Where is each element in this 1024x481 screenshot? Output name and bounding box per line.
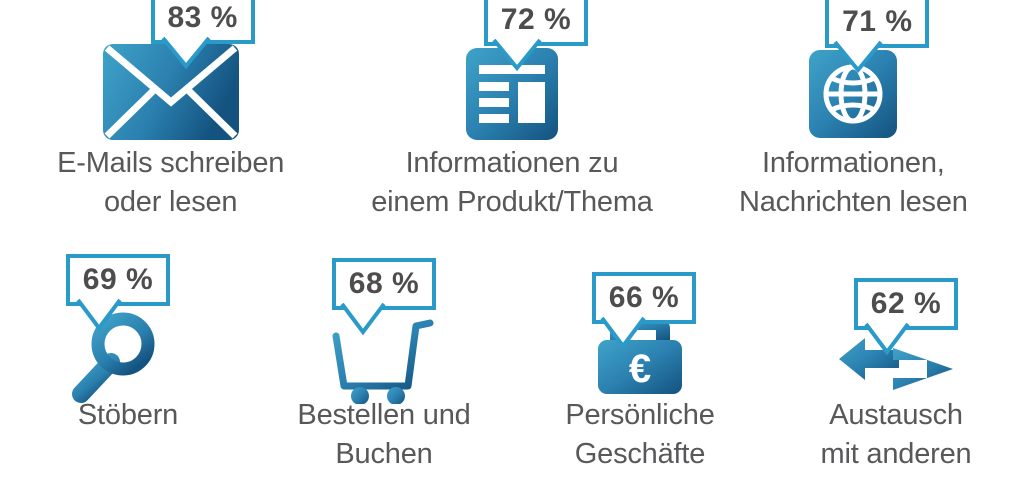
value-label-money: 66 % <box>608 281 680 314</box>
svg-text:€: € <box>629 347 651 391</box>
icon-stack-share: 62 % <box>796 240 996 398</box>
caption-line-1: Informationen, <box>762 147 945 179</box>
caption-email: E-Mails schreiben oder lesen <box>0 144 341 221</box>
value-label-order: 68 % <box>348 267 420 300</box>
stat-item-browse: 69 % Stöbern <box>0 240 256 481</box>
icon-stack-news: 71 % <box>753 0 953 138</box>
stat-item-email: 83 % E-Mails schreiben oder lesen <box>0 0 341 232</box>
value-bubble-share: 62 % <box>854 278 958 330</box>
caption-line-1: Bestellen und <box>297 399 471 431</box>
caption-share: Austausch mit anderen <box>768 396 1024 473</box>
caption-line-2: oder lesen <box>103 185 238 218</box>
caption-line-1: Persönliche <box>565 399 715 431</box>
caption-line-1: Informationen zu <box>405 147 619 179</box>
caption-order: Bestellen und Buchen <box>256 396 512 473</box>
globe-icon <box>809 50 898 138</box>
briefcase-euro-icon: € <box>598 320 682 394</box>
exchange-arrows-icon <box>839 338 953 390</box>
caption-line-1: Stöbern <box>77 399 179 431</box>
stats-row-top: 83 % E-Mails schreiben oder lesen <box>0 0 1024 232</box>
caption-line-1: Austausch <box>829 399 963 431</box>
caption-news: Informationen, Nachrichten lesen <box>683 144 1024 221</box>
value-label-share: 62 % <box>870 287 942 320</box>
value-label-news: 71 % <box>842 5 913 38</box>
shopping-cart-icon <box>332 319 434 404</box>
caption-browse: Stöbern <box>0 396 256 435</box>
value-bubble-order: 68 % <box>332 258 436 310</box>
stat-item-news: 71 % Informat <box>683 0 1024 232</box>
caption-line-1: E-Mails schreiben <box>57 147 285 179</box>
caption-line-2: Nachrichten lesen <box>738 185 968 218</box>
icon-stack-money: 66 % € <box>540 240 740 396</box>
value-bubble-browse: 69 % <box>66 254 170 306</box>
stat-item-order: 68 % <box>256 240 512 481</box>
stat-item-info: 72 % Informationen zu einem Produkt/T <box>341 0 682 232</box>
icon-stack-browse: 69 % <box>28 240 228 404</box>
icon-stack-email: 83 % <box>71 0 271 140</box>
stat-item-money: 66 % € Persönliche Geschäfte <box>512 240 768 481</box>
stats-row-bottom: 69 % Stöbern 68 % <box>0 240 1024 481</box>
magnifier-icon <box>72 312 155 403</box>
caption-line-2: Buchen <box>335 437 433 470</box>
value-label-info: 72 % <box>500 3 572 36</box>
caption-money: Persönliche Geschäfte <box>512 396 768 473</box>
envelope-icon <box>102 44 239 140</box>
value-bubble-info: 72 % <box>483 0 588 46</box>
value-bubble-money: 66 % <box>592 272 696 324</box>
caption-info: Informationen zu einem Produkt/Thema <box>341 144 682 221</box>
value-bubble-email: 83 % <box>150 0 255 44</box>
caption-line-2: Geschäfte <box>574 437 706 470</box>
value-label-browse: 69 % <box>82 263 154 296</box>
stat-item-share: 62 % Austausch mit anderen <box>768 240 1024 481</box>
value-label-email: 83 % <box>167 1 238 34</box>
caption-line-2: mit anderen <box>820 437 972 470</box>
icon-stack-info: 72 % <box>412 0 612 140</box>
icon-stack-order: 68 % <box>284 240 484 404</box>
caption-line-2: einem Produkt/Thema <box>371 185 653 218</box>
document-icon <box>465 48 558 140</box>
value-bubble-news: 71 % <box>825 0 930 48</box>
